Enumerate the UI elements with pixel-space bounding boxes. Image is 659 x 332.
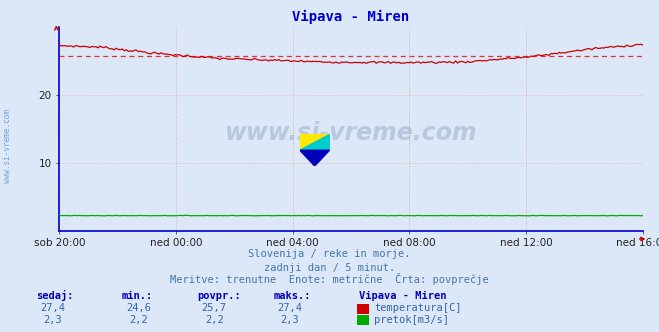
Text: 2,2: 2,2 (205, 315, 223, 325)
Text: sedaj:: sedaj: (36, 290, 74, 301)
Text: 2,2: 2,2 (129, 315, 148, 325)
Text: www.si-vreme.com: www.si-vreme.com (3, 109, 13, 183)
Polygon shape (300, 150, 330, 166)
Text: temperatura[C]: temperatura[C] (374, 303, 462, 313)
Text: 25,7: 25,7 (202, 303, 227, 313)
Text: 27,4: 27,4 (277, 303, 302, 313)
Text: zadnji dan / 5 minut.: zadnji dan / 5 minut. (264, 263, 395, 273)
Text: povpr.:: povpr.: (198, 291, 241, 301)
Text: Vipava - Miren: Vipava - Miren (359, 291, 447, 301)
Text: 2,3: 2,3 (281, 315, 299, 325)
Text: www.si-vreme.com: www.si-vreme.com (225, 121, 477, 145)
Text: 2,3: 2,3 (43, 315, 62, 325)
Text: Meritve: trenutne  Enote: metrične  Črta: povprečje: Meritve: trenutne Enote: metrične Črta: … (170, 273, 489, 285)
Text: 27,4: 27,4 (40, 303, 65, 313)
Text: min.:: min.: (122, 291, 153, 301)
Text: maks.:: maks.: (273, 291, 311, 301)
Text: 24,6: 24,6 (126, 303, 151, 313)
Title: Vipava - Miren: Vipava - Miren (293, 10, 409, 24)
Polygon shape (300, 134, 330, 150)
Text: Slovenija / reke in morje.: Slovenija / reke in morje. (248, 249, 411, 259)
Text: pretok[m3/s]: pretok[m3/s] (374, 315, 449, 325)
Polygon shape (300, 134, 330, 150)
